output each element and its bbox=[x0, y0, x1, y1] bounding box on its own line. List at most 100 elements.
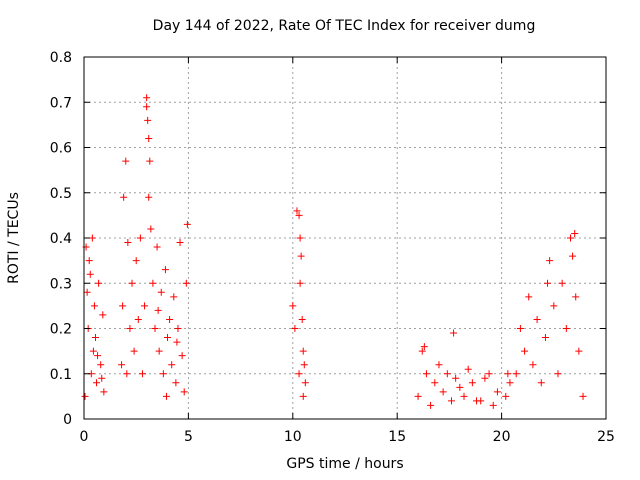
data-point bbox=[119, 302, 127, 310]
data-point bbox=[143, 103, 151, 111]
data-point bbox=[178, 352, 186, 360]
data-point bbox=[464, 365, 472, 373]
data-point bbox=[422, 370, 430, 378]
data-point bbox=[174, 325, 182, 332]
data-point bbox=[100, 388, 108, 396]
data-point bbox=[521, 347, 529, 355]
data-point bbox=[431, 379, 439, 387]
data-point bbox=[295, 370, 303, 378]
data-point bbox=[166, 315, 174, 323]
data-point bbox=[136, 234, 144, 242]
data-point bbox=[143, 94, 151, 102]
data-point bbox=[550, 302, 558, 310]
data-point bbox=[95, 279, 103, 287]
data-point bbox=[529, 361, 537, 369]
data-point bbox=[533, 315, 541, 323]
data-point bbox=[414, 392, 422, 400]
chart-title: Day 144 of 2022, Rate Of TEC Index for r… bbox=[152, 18, 536, 34]
data-point bbox=[118, 361, 126, 369]
data-point bbox=[123, 370, 131, 378]
data-point bbox=[558, 279, 566, 287]
y-tick-label: 0.1 bbox=[50, 367, 72, 383]
data-point bbox=[562, 325, 570, 332]
data-point bbox=[145, 193, 153, 201]
data-point bbox=[301, 379, 309, 387]
data-point bbox=[289, 302, 297, 310]
data-point bbox=[153, 243, 161, 251]
y-tick-label: 0.8 bbox=[50, 50, 72, 66]
data-point bbox=[157, 288, 165, 296]
data-point bbox=[493, 388, 501, 396]
data-point bbox=[83, 288, 91, 296]
data-point bbox=[569, 252, 577, 260]
data-point bbox=[571, 229, 579, 237]
data-point bbox=[546, 257, 554, 265]
data-point bbox=[138, 370, 146, 378]
data-point bbox=[481, 374, 489, 382]
data-point bbox=[299, 392, 307, 400]
data-point bbox=[146, 157, 154, 165]
data-point bbox=[183, 220, 191, 228]
data-point bbox=[176, 239, 184, 247]
y-tick-label: 0.6 bbox=[50, 141, 72, 157]
data-point bbox=[162, 392, 170, 400]
data-point bbox=[291, 325, 299, 332]
data-point bbox=[296, 279, 304, 287]
data-point bbox=[170, 293, 178, 301]
data-point bbox=[155, 347, 163, 355]
data-point bbox=[468, 379, 476, 387]
data-point bbox=[504, 370, 512, 378]
data-point bbox=[485, 370, 493, 378]
data-point bbox=[159, 370, 167, 378]
data-point bbox=[512, 370, 520, 378]
data-point bbox=[516, 325, 524, 332]
data-point bbox=[97, 361, 105, 369]
data-point bbox=[418, 347, 426, 355]
axis-ticks: 0 0.1 0.2 0.3 0.4 0.5 0.6 0.7 0.8 0 5 10 15 20 25 bbox=[50, 50, 615, 445]
data-points bbox=[81, 94, 587, 409]
x-tick-label: 5 bbox=[184, 429, 193, 445]
data-point bbox=[164, 334, 172, 342]
data-point bbox=[93, 379, 101, 387]
y-tick-label: 0.4 bbox=[50, 231, 72, 247]
data-point bbox=[144, 116, 152, 124]
data-point bbox=[81, 392, 89, 400]
x-tick-label: 15 bbox=[388, 429, 406, 445]
data-point bbox=[180, 388, 188, 396]
data-point bbox=[477, 397, 485, 405]
data-point bbox=[567, 234, 575, 242]
data-point bbox=[297, 252, 305, 260]
data-point bbox=[447, 397, 455, 405]
data-point bbox=[126, 325, 134, 332]
data-point bbox=[154, 306, 162, 314]
data-point bbox=[91, 334, 99, 342]
data-point bbox=[489, 401, 497, 409]
data-point bbox=[439, 388, 447, 396]
data-point bbox=[296, 234, 304, 242]
y-tick-label: 0.7 bbox=[50, 95, 72, 111]
data-point bbox=[456, 383, 464, 391]
data-point bbox=[122, 157, 130, 165]
data-point bbox=[575, 347, 583, 355]
data-point bbox=[537, 379, 545, 387]
data-point bbox=[145, 134, 153, 142]
y-tick-label: 0.5 bbox=[50, 186, 72, 202]
y-tick-label: 0 bbox=[63, 412, 72, 428]
data-point bbox=[572, 293, 580, 301]
data-point bbox=[502, 392, 510, 400]
data-point bbox=[120, 193, 128, 201]
data-point bbox=[88, 234, 96, 242]
data-point bbox=[85, 257, 93, 265]
data-point bbox=[427, 401, 435, 409]
x-tick-label: 10 bbox=[284, 429, 302, 445]
data-point bbox=[579, 392, 587, 400]
y-tick-label: 0.3 bbox=[50, 276, 72, 292]
data-point bbox=[300, 361, 308, 369]
data-point bbox=[452, 374, 460, 382]
data-point bbox=[124, 239, 132, 247]
data-point bbox=[90, 302, 98, 310]
data-point bbox=[173, 338, 181, 346]
data-point bbox=[151, 325, 159, 332]
data-point bbox=[554, 370, 562, 378]
